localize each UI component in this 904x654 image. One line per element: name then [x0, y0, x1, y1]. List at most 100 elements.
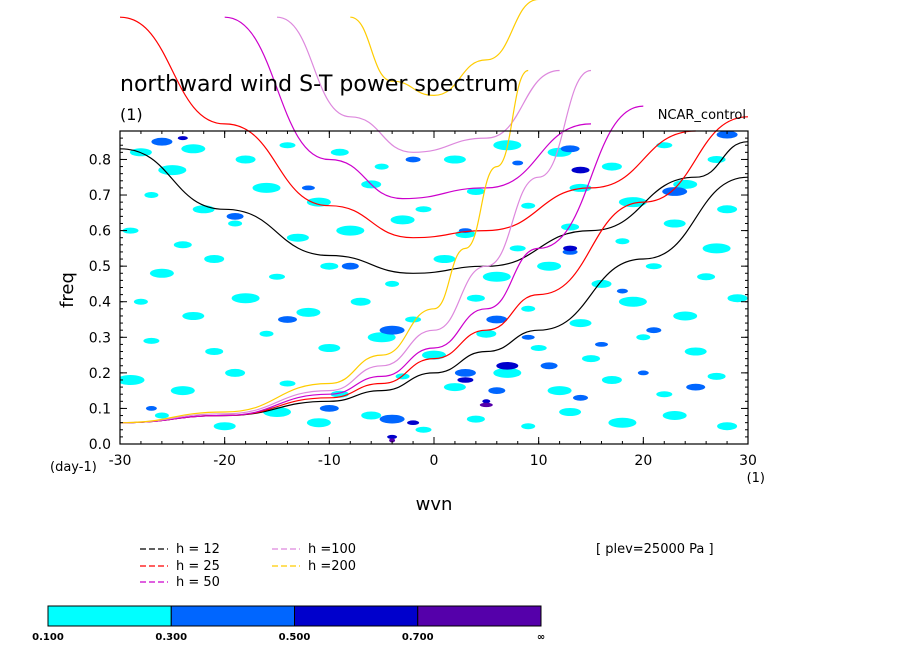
contour-cell — [697, 273, 716, 281]
contour-cell — [466, 415, 485, 423]
contour-cell — [278, 316, 297, 323]
contour-cell — [646, 327, 662, 334]
contour-cell — [479, 402, 493, 408]
dispersion-curve — [120, 131, 718, 424]
dispersion-curve — [247, 131, 696, 239]
dispersion-curve-overflow — [224, 16, 592, 131]
contour-cell — [486, 315, 508, 324]
contour-cell — [443, 155, 466, 164]
dispersion-curve — [120, 141, 748, 274]
contour-cell — [226, 213, 244, 220]
legend-label: h =200 — [308, 559, 356, 574]
contour-cell — [387, 434, 398, 439]
contour-cell — [530, 345, 547, 351]
contour-cell — [457, 377, 474, 383]
contour-cell — [170, 386, 195, 396]
contour-cell — [390, 215, 415, 225]
x-axis-label: wvn — [416, 494, 453, 515]
contour-cell — [615, 238, 630, 245]
y-axis-label: freq — [57, 272, 78, 308]
contour-cell — [521, 334, 535, 340]
contour-cell — [717, 205, 738, 214]
contour-cell — [482, 399, 491, 404]
contour-cell — [279, 142, 296, 149]
contour-cell — [521, 202, 536, 209]
y-tick-label: 0.0 — [89, 437, 111, 453]
contour-cell — [389, 438, 396, 443]
contour-cell — [717, 422, 738, 431]
contour-cell — [181, 144, 206, 154]
y-tick-label: 0.4 — [89, 295, 111, 311]
contour-cell — [422, 350, 446, 360]
contour-cell — [231, 293, 260, 304]
contour-cell — [330, 148, 349, 156]
contour-cell — [133, 298, 148, 305]
dispersion-curve — [294, 131, 566, 200]
legend-label: h = 25 — [176, 559, 220, 574]
colorbar-swatch — [170, 605, 295, 627]
dispersion-curve — [120, 131, 564, 424]
contour-cell — [673, 311, 698, 321]
contour-cell — [637, 370, 649, 376]
contour-cell — [122, 227, 139, 234]
contour-cell — [582, 355, 600, 363]
contour-cell — [573, 394, 588, 401]
contour-cell — [225, 368, 246, 377]
contour-cell — [476, 329, 497, 338]
contour-cell — [595, 342, 608, 347]
contour-cell — [213, 422, 236, 431]
contour-cell — [405, 316, 422, 323]
y-tick-label: 0.8 — [89, 152, 111, 168]
dispersion-curve — [377, 131, 506, 153]
contour-cell — [143, 337, 160, 344]
contour-cell — [379, 325, 405, 335]
contour-cell — [173, 241, 192, 249]
y-unit-label: (day-1) — [50, 460, 97, 475]
contour-cell — [727, 294, 748, 303]
dispersion-curves-layer — [120, 131, 748, 424]
contour-cell — [350, 297, 371, 306]
contour-cell — [521, 305, 536, 312]
contour-cell — [716, 131, 738, 139]
contour-cell — [374, 163, 389, 170]
colorbar-swatch — [294, 605, 419, 627]
y-tick-label: 0.1 — [89, 401, 111, 417]
contour-cell — [636, 334, 651, 341]
contour-cell — [228, 220, 243, 227]
contour-cell — [367, 332, 396, 343]
contour-cell — [320, 262, 339, 270]
colorbar-label: 0.300 — [155, 632, 187, 643]
contour-cell — [601, 376, 622, 384]
colorbar-swatch — [47, 605, 172, 627]
contour-cell — [252, 182, 281, 193]
contour-cell — [319, 405, 339, 412]
contour-cell — [662, 411, 687, 420]
contour-cell — [488, 387, 506, 394]
contour-cell — [306, 197, 331, 207]
colorbar-label: ∞ — [537, 632, 545, 643]
colorbar-label: 0.100 — [32, 632, 64, 643]
plot-background — [120, 131, 748, 444]
contour-cell — [205, 348, 224, 355]
contour-cell — [443, 383, 466, 392]
contour-cell — [645, 263, 662, 270]
contour-cell — [686, 383, 706, 391]
contour-cell — [540, 362, 558, 370]
y-tick-label: 0.6 — [89, 224, 111, 240]
x-tick-label: 30 — [739, 453, 757, 469]
contour-cell — [145, 406, 157, 411]
contour-cell — [144, 192, 159, 198]
contour-cell — [306, 418, 331, 428]
contour-cell — [616, 288, 628, 294]
colorbar: 0.100 0.300 0.500 0.700 ∞ — [32, 605, 545, 643]
colorbar-label: 0.500 — [279, 632, 311, 643]
legend-label: h = 12 — [176, 542, 220, 557]
contour-cell — [608, 417, 637, 428]
dispersion-curve-overflow — [276, 16, 560, 131]
contour-cell — [561, 223, 580, 231]
y-tick-label: 0.7 — [89, 188, 111, 204]
x-tick-label: 0 — [430, 453, 439, 469]
contour-cell — [482, 271, 511, 282]
dispersion-curve-overflow — [120, 16, 696, 131]
